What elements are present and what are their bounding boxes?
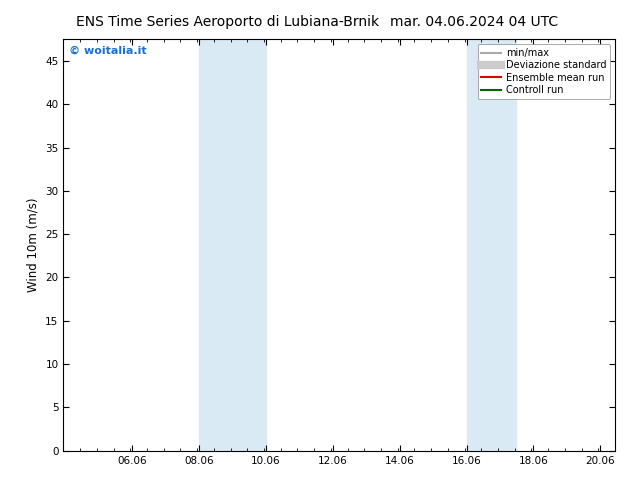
Text: © woitalia.it: © woitalia.it bbox=[69, 46, 146, 55]
Legend: min/max, Deviazione standard, Ensemble mean run, Controll run: min/max, Deviazione standard, Ensemble m… bbox=[477, 44, 610, 99]
Bar bbox=[467, 39, 516, 451]
Bar bbox=[199, 39, 266, 451]
Y-axis label: Wind 10m (m/s): Wind 10m (m/s) bbox=[27, 198, 40, 292]
Text: ENS Time Series Aeroporto di Lubiana-Brnik: ENS Time Series Aeroporto di Lubiana-Brn… bbox=[76, 15, 379, 29]
Text: mar. 04.06.2024 04 UTC: mar. 04.06.2024 04 UTC bbox=[390, 15, 558, 29]
